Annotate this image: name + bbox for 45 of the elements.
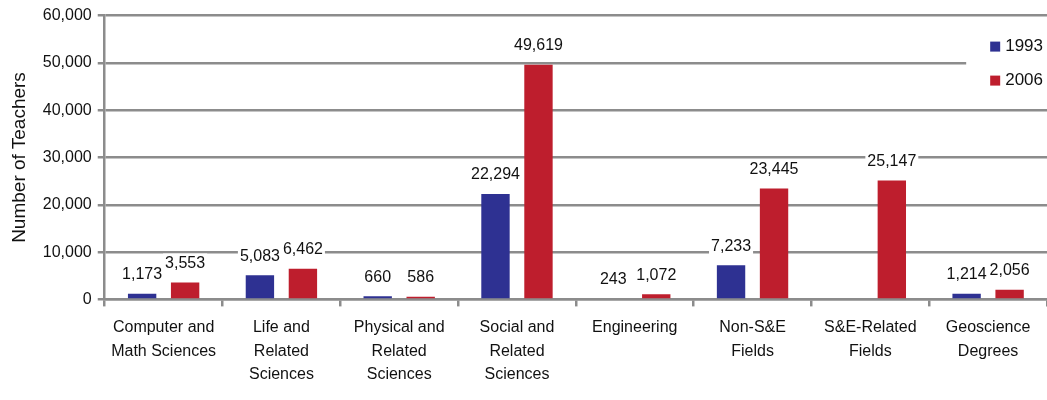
x-tick-label: Computer and Math Sciences: [111, 318, 217, 359]
legend-label: 1993: [1005, 36, 1044, 56]
data-label: 1,214: [946, 265, 987, 283]
x-tick-label: Engineering: [592, 318, 678, 336]
x-tick-label: Physical and Related Sciences: [353, 318, 445, 382]
bar: [642, 294, 671, 299]
bar: [952, 293, 981, 299]
data-label: 49,619: [514, 36, 564, 54]
data-label: 243: [599, 269, 627, 287]
data-label: 25,147: [867, 151, 917, 169]
x-tick-label: Non-S&E Fields: [719, 318, 786, 359]
y-tick-label: 20,000: [42, 195, 92, 213]
y-tick-label: 30,000: [42, 147, 92, 165]
data-label: 2,056: [989, 261, 1030, 279]
y-axis-title: Number of Teachers: [7, 72, 29, 243]
bar: [759, 188, 789, 299]
bar: [127, 293, 157, 299]
bar: [995, 289, 1024, 299]
y-tick-label: 60,000: [42, 6, 92, 24]
y-tick-label: 10,000: [42, 242, 92, 260]
data-label: 6,462: [282, 240, 324, 258]
x-tick-label: Social and Related Sciences: [479, 318, 555, 382]
x-tick-label: Life and Related Sciences: [248, 318, 314, 382]
bar: [877, 180, 907, 299]
y-tick-label: 0: [82, 289, 92, 307]
data-label: 22,294: [471, 165, 521, 183]
legend-label: 2006: [1005, 70, 1044, 90]
bar: [288, 268, 318, 299]
y-tick-label: 40,000: [42, 100, 92, 118]
bar: [170, 282, 200, 299]
bar: [716, 265, 746, 299]
data-label: 1,072: [636, 265, 677, 283]
x-tick-label: S&E-Related Fields: [824, 318, 917, 359]
data-label: 586: [407, 268, 435, 286]
data-label: 7,233: [711, 236, 752, 254]
bar: [524, 64, 553, 299]
x-tick-label: Geoscience Degrees: [945, 318, 1031, 359]
bar: [481, 193, 510, 299]
data-label: 23,445: [749, 159, 799, 177]
data-label: 3,553: [165, 254, 206, 271]
data-label: 660: [364, 267, 392, 285]
data-label: 5,083: [239, 246, 281, 264]
bar: [245, 275, 275, 299]
y-tick-label: 50,000: [42, 53, 92, 71]
data-label: 1,173: [122, 265, 163, 283]
